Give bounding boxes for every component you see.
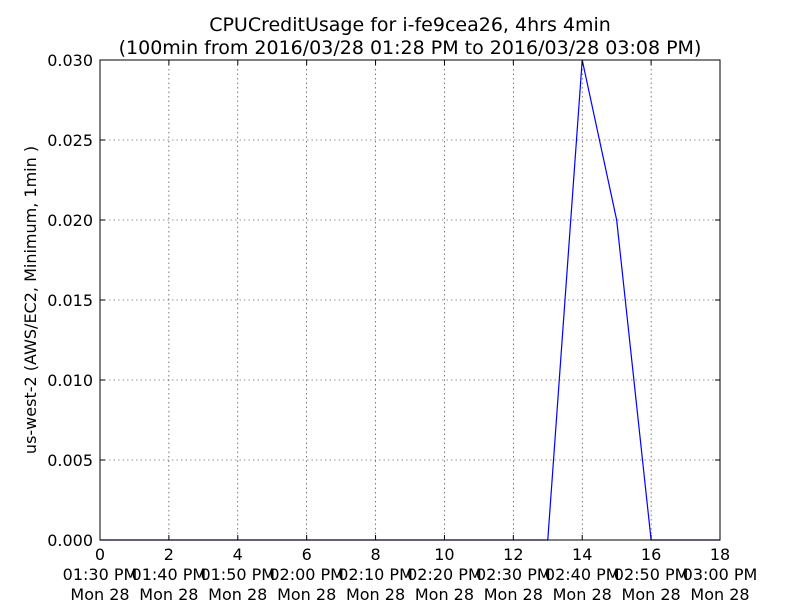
x-tick-day-label: Mon 28 — [346, 585, 405, 600]
x-tick-day-label: Mon 28 — [484, 585, 543, 600]
x-tick-day-label: Mon 28 — [690, 585, 749, 600]
x-tick-label: 6 — [302, 545, 312, 564]
x-tick-label: 16 — [641, 545, 661, 564]
y-tick-label: 0.025 — [47, 131, 93, 150]
y-tick-label: 0.000 — [47, 531, 93, 550]
x-tick-day-label: Mon 28 — [139, 585, 198, 600]
x-tick-label: 2 — [164, 545, 174, 564]
x-tick-day-label: Mon 28 — [277, 585, 336, 600]
x-tick-time-label: 02:20 PM — [407, 565, 482, 584]
chart-title: CPUCreditUsage for i-fe9cea26, 4hrs 4min — [209, 14, 611, 36]
y-tick-label: 0.005 — [47, 451, 93, 470]
y-tick-label: 0.015 — [47, 291, 93, 310]
x-tick-time-label: 02:00 PM — [269, 565, 344, 584]
x-tick-time-label: 02:40 PM — [545, 565, 620, 584]
x-tick-label: 14 — [572, 545, 592, 564]
x-tick-label: 12 — [503, 545, 523, 564]
x-tick-time-label: 03:00 PM — [683, 565, 758, 584]
y-tick-label: 0.020 — [47, 211, 93, 230]
y-tick-label: 0.030 — [47, 51, 93, 70]
x-tick-label: 4 — [233, 545, 243, 564]
x-tick-day-label: Mon 28 — [553, 585, 612, 600]
x-tick-time-label: 02:10 PM — [338, 565, 413, 584]
x-tick-time-label: 01:30 PM — [63, 565, 138, 584]
x-tick-time-label: 01:40 PM — [132, 565, 207, 584]
x-tick-time-label: 01:50 PM — [200, 565, 275, 584]
y-axis-label: us-west-2 (AWS/EC2, Minimum, 1min ) — [21, 146, 40, 454]
grid-lines — [99, 59, 721, 541]
x-tick-day-label: Mon 28 — [70, 585, 129, 600]
x-tick-day-label: Mon 28 — [208, 585, 267, 600]
x-tick-time-label: 02:30 PM — [476, 565, 551, 584]
x-tick-label: 8 — [370, 545, 380, 564]
x-tick-label: 0 — [95, 545, 105, 564]
series-layer — [100, 59, 720, 541]
x-tick-label: 10 — [434, 545, 454, 564]
x-tick-day-label: Mon 28 — [415, 585, 474, 600]
chart-subtitle: (100min from 2016/03/28 01:28 PM to 2016… — [119, 37, 702, 59]
x-tick-time-label: 02:50 PM — [614, 565, 689, 584]
y-tick-label: 0.010 — [47, 371, 93, 390]
x-tick-day-label: Mon 28 — [622, 585, 681, 600]
x-tick-label: 18 — [710, 545, 730, 564]
